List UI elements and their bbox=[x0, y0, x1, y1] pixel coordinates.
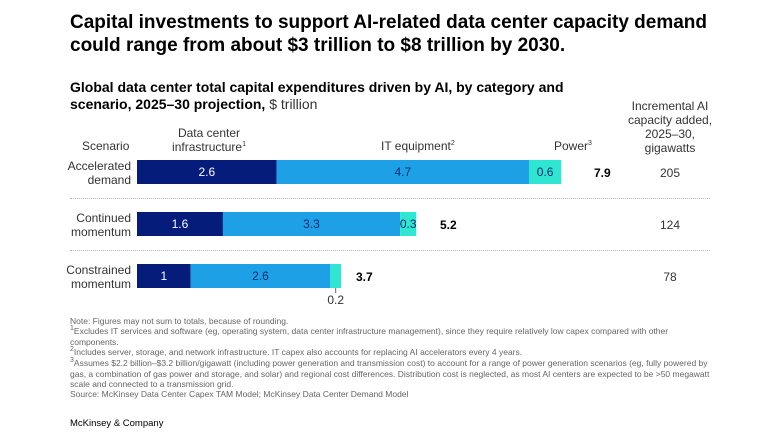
header-power: Power3 bbox=[554, 139, 592, 153]
header-infrastructure-label: Data center infrastructure bbox=[172, 126, 243, 154]
headline: Capital investments to support AI-relate… bbox=[70, 12, 708, 56]
gigawatts-constrained: 78 bbox=[663, 270, 677, 284]
data-label-infrastructure-constrained: 1 bbox=[161, 269, 168, 283]
bar-power-constrained bbox=[330, 264, 342, 288]
data-label-power-continued: 0.3 bbox=[400, 217, 417, 231]
footnote-2-marker: 2 bbox=[70, 346, 74, 354]
data-label-it-equipment-continued: 3.3 bbox=[303, 217, 320, 231]
data-label-power-accelerated: 0.6 bbox=[537, 165, 554, 179]
footnote-ref-1: 1 bbox=[242, 141, 246, 148]
row-separator bbox=[70, 198, 710, 199]
data-label-it-equipment-constrained: 2.6 bbox=[252, 269, 269, 283]
total-label-constrained: 3.7 bbox=[356, 270, 373, 284]
row-label-accelerated: Accelerated demand bbox=[67, 159, 131, 187]
data-label-it-equipment-accelerated: 4.7 bbox=[394, 165, 411, 179]
row-label-constrained: Constrained momentum bbox=[66, 263, 131, 291]
chart-subtitle-text: Global data center total capital expendi… bbox=[70, 79, 564, 112]
row-label-continued: Continued momentum bbox=[70, 211, 131, 239]
footnote-ref-2: 2 bbox=[450, 140, 455, 147]
source-note: Source: McKinsey Data Center Capex TAM M… bbox=[70, 389, 409, 399]
total-label-accelerated: 7.9 bbox=[594, 166, 611, 180]
footnote-3-text: Assumes $2.2 billion–$3.2 billion/gigawa… bbox=[70, 358, 710, 389]
bar-it-equipment-continued bbox=[222, 212, 401, 236]
data-label-infrastructure-accelerated: 2.6 bbox=[198, 165, 215, 179]
bar-power-accelerated bbox=[529, 160, 562, 184]
chart-unit: $ trillion bbox=[265, 96, 318, 112]
data-label-power-constrained: 0.2 bbox=[327, 293, 344, 307]
gigawatts-continued: 124 bbox=[659, 218, 681, 232]
footnote-2-text: Includes server, storage, and network in… bbox=[73, 347, 523, 357]
total-label-continued: 5.2 bbox=[440, 218, 457, 232]
header-gigawatts: Incremental AI capacity added, 2025–30, … bbox=[627, 99, 713, 155]
chart-subtitle: Global data center total capital expendi… bbox=[70, 79, 590, 113]
footnote-1-text: Excludes IT services and software (eg, o… bbox=[70, 326, 669, 347]
header-it-equipment: IT equipment2 bbox=[381, 139, 455, 153]
gigawatts-accelerated: 205 bbox=[659, 166, 681, 180]
header-power-label: Power bbox=[554, 139, 589, 153]
bar-power-continued bbox=[400, 212, 417, 236]
footnote-3: 3Assumes $2.2 billion–$3.2 billion/gigaw… bbox=[70, 357, 710, 390]
note-rounding: Note: Figures may not sum to totals, bec… bbox=[70, 316, 289, 326]
header-scenario: Scenario bbox=[82, 139, 130, 153]
bar-it-equipment-accelerated bbox=[276, 160, 530, 184]
footnote-1-marker: 1 bbox=[70, 325, 74, 333]
footnote-1: 1Excludes IT services and software (eg, … bbox=[70, 325, 710, 347]
row-separator bbox=[70, 250, 710, 251]
footnote-ref-3: 3 bbox=[588, 140, 592, 147]
footnote-3-marker: 3 bbox=[70, 357, 74, 365]
footnote-2: 2Includes server, storage, and network i… bbox=[70, 346, 710, 358]
bar-it-equipment-constrained bbox=[190, 264, 331, 288]
header-it-label: IT equipment bbox=[381, 139, 451, 153]
bar-infrastructure-continued bbox=[137, 212, 223, 236]
brand-logo-text: McKinsey & Company bbox=[70, 418, 164, 429]
bar-infrastructure-accelerated bbox=[137, 160, 277, 184]
data-label-infrastructure-continued: 1.6 bbox=[172, 217, 189, 231]
bar-infrastructure-constrained bbox=[137, 264, 191, 288]
header-infrastructure: Data center infrastructure1 bbox=[165, 126, 253, 154]
